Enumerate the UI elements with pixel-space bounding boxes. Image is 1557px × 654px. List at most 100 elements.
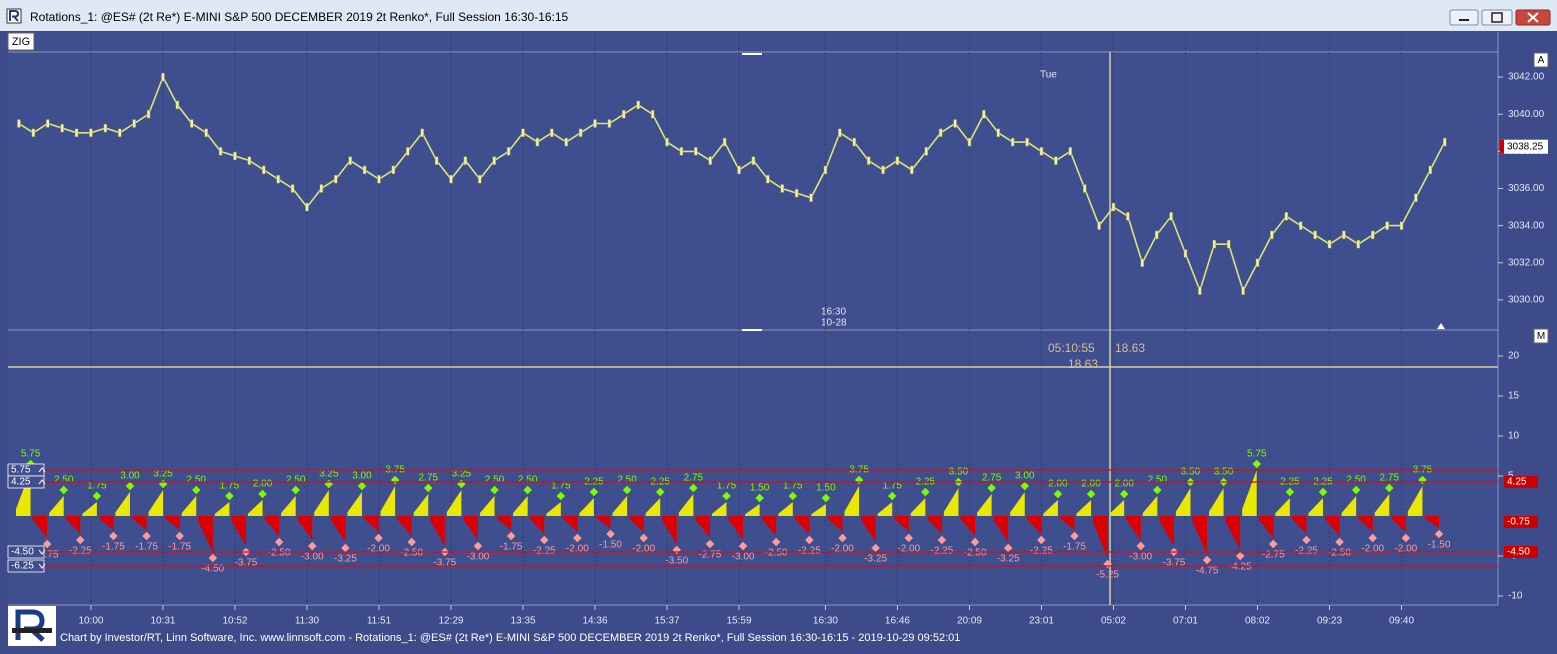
renko-brick — [953, 119, 957, 128]
swing-marker — [424, 483, 433, 493]
swing-label: -2.25 — [798, 546, 821, 557]
renko-brick — [881, 165, 885, 175]
swing-histogram — [413, 494, 429, 516]
renko-brick — [838, 128, 842, 138]
minimize-button[interactable] — [1449, 9, 1479, 26]
swing-histogram — [745, 504, 760, 516]
level-label: -6.25 — [11, 561, 34, 572]
swing-histogram — [1391, 516, 1406, 532]
renko-brick — [1414, 193, 1418, 203]
swing-label: 3.50 — [1181, 467, 1201, 478]
swing-label: 3.50 — [949, 467, 969, 478]
swing-marker — [1318, 487, 1328, 497]
renko-brick — [521, 128, 525, 138]
swing-histogram — [264, 516, 280, 536]
swing-histogram — [513, 496, 528, 516]
window-controls[interactable] — [1449, 9, 1551, 26]
swing-histogram — [314, 490, 329, 516]
swing-histogram — [678, 494, 694, 516]
zig-button-label[interactable]: ZIG — [12, 36, 30, 48]
swing-histogram — [579, 498, 594, 516]
swing-marker — [655, 487, 665, 497]
swing-marker — [755, 493, 764, 503]
button-box[interactable] — [1533, 328, 1549, 344]
level-label: -4.50 — [11, 547, 34, 558]
swing-label: -2.25 — [533, 546, 556, 557]
renko-brick — [305, 202, 309, 212]
renko-brick — [449, 174, 453, 184]
swing-label: 3.25 — [319, 469, 339, 480]
zig-button[interactable]: ZIG — [7, 32, 35, 51]
swing-label: -2.00 — [897, 544, 920, 555]
button-box[interactable] — [1533, 52, 1549, 68]
renko-brick — [722, 137, 727, 147]
renko-brick — [1111, 202, 1116, 212]
level-spin — [38, 549, 46, 555]
x-tick-label: 14:36 — [582, 616, 607, 627]
level-label: 4.25 — [11, 477, 31, 488]
autoscale-button[interactable]: A — [1533, 52, 1549, 68]
swing-histogram — [479, 496, 495, 516]
renko-brick — [1082, 184, 1087, 193]
swing-histogram — [943, 488, 959, 516]
session-marker — [742, 329, 762, 331]
level-spin — [38, 467, 46, 473]
swing-marker — [805, 535, 814, 545]
maximize-button[interactable] — [1481, 9, 1513, 26]
renko-brick — [809, 193, 813, 203]
renko-brick — [708, 156, 712, 165]
swing-histogram — [595, 516, 611, 528]
renko-brick — [1198, 286, 1202, 295]
renko-brick — [74, 128, 79, 138]
swing-label: -3.00 — [467, 552, 490, 563]
x-tick-label: 10:52 — [222, 616, 247, 627]
swing-marker — [904, 533, 914, 543]
swing-label: -3.00 — [732, 552, 755, 563]
swing-marker — [1302, 535, 1311, 545]
swing-histogram — [695, 516, 710, 538]
renko-brick — [924, 147, 929, 156]
renko-brick — [161, 72, 165, 82]
swing-label: -3.25 — [864, 554, 887, 565]
swing-histogram — [1043, 500, 1058, 516]
renko-brick — [334, 174, 338, 184]
button-label[interactable]: A — [1538, 55, 1545, 66]
zig-button-box[interactable] — [7, 32, 35, 51]
renko-brick — [665, 137, 669, 147]
renko-brick — [679, 147, 684, 156]
swing-marker — [887, 491, 897, 501]
last-price-box — [1500, 139, 1548, 154]
swing-label: -1.75 — [168, 542, 191, 553]
renko-brick — [103, 123, 108, 133]
swing-marker — [59, 485, 68, 495]
renko-brick — [794, 188, 799, 198]
manual-scale-button[interactable]: M — [1533, 328, 1549, 344]
renko-brick — [391, 165, 396, 175]
renko-brick — [492, 156, 496, 165]
renko-brick — [204, 128, 208, 138]
swing-histogram — [562, 516, 578, 532]
swing-histogram — [1192, 516, 1208, 554]
swing-label: -3.00 — [1129, 552, 1152, 563]
swing-marker — [771, 537, 781, 547]
swing-marker — [192, 485, 201, 495]
swing-histogram — [1358, 516, 1373, 532]
renko-brick — [478, 174, 482, 184]
renko-brick — [564, 137, 568, 147]
renko-brick — [1126, 212, 1130, 221]
renko-brick — [866, 156, 871, 165]
swing-histogram — [960, 516, 976, 536]
y-tick-label: 3040.00 — [1508, 109, 1545, 120]
swing-label: -1.50 — [599, 540, 622, 551]
renko-brick — [751, 156, 756, 165]
button-label[interactable]: M — [1537, 331, 1545, 342]
swing-histogram — [1142, 496, 1158, 516]
swing-marker — [374, 533, 383, 543]
swing-histogram — [165, 516, 180, 530]
swing-label: -1.50 — [1428, 540, 1451, 551]
session-annotation: 16:30 — [821, 307, 846, 318]
renko-brick — [1327, 239, 1332, 249]
footer-text: Chart by Investor/RT, Linn Software, Inc… — [60, 632, 960, 644]
swing-label: -2.75 — [1262, 550, 1285, 561]
swing-label: -3.00 — [301, 552, 324, 563]
